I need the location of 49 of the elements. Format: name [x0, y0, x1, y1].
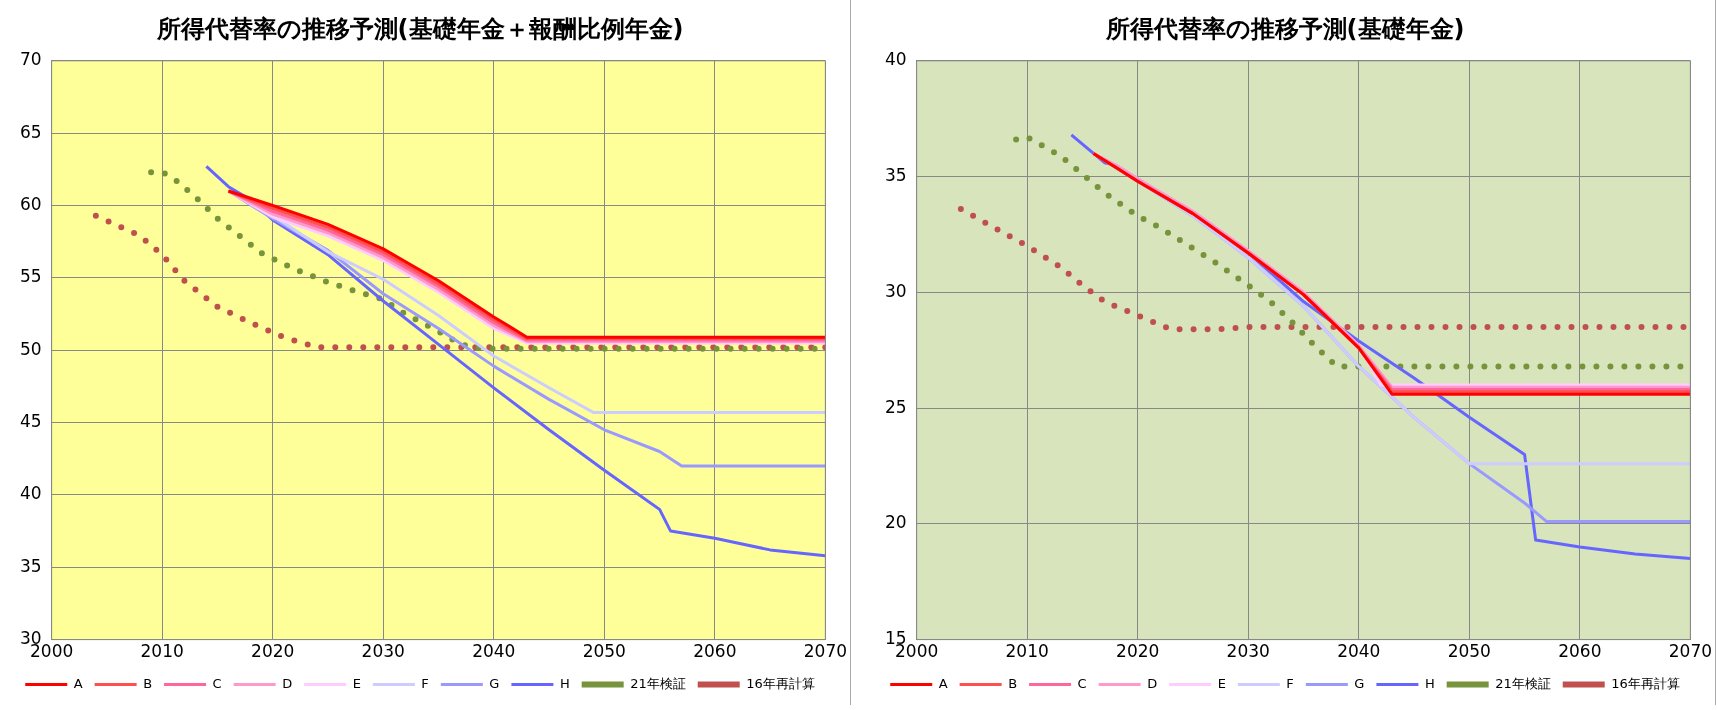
y-tick-label: 70 — [19, 49, 42, 70]
legend-label: C — [1077, 675, 1087, 691]
legend-label: D — [282, 675, 293, 691]
y-tick-label: 55 — [19, 266, 42, 287]
x-tick-label: 2070 — [803, 641, 847, 662]
chart-title: 所得代替率の推移予測(基礎年金＋報酬比例年金) — [155, 14, 684, 43]
legend-label: A — [938, 675, 948, 691]
x-tick-label: 2060 — [693, 641, 737, 662]
x-tick-label: 2070 — [1668, 641, 1712, 662]
y-tick-label: 30 — [884, 280, 907, 301]
x-tick-label: 2040 — [1337, 641, 1381, 662]
x-tick-label: 2010 — [140, 641, 184, 662]
y-tick-label: 20 — [884, 512, 907, 533]
x-tick-label: 2050 — [582, 641, 626, 662]
x-tick-label: 2040 — [472, 641, 516, 662]
y-tick-label: 60 — [19, 193, 42, 214]
x-tick-label: 2010 — [1005, 641, 1049, 662]
legend-label: 16年再計算 — [1611, 675, 1680, 691]
x-tick-label: 2020 — [251, 641, 295, 662]
legend-label: 16年再計算 — [746, 675, 815, 691]
legend-label: B — [143, 675, 153, 691]
legend-label: 21年検証 — [630, 675, 686, 691]
legend-label: F — [1286, 675, 1294, 691]
legend-label: 21年検証 — [1495, 675, 1551, 691]
legend-label: H — [1424, 675, 1435, 691]
y-tick-label: 25 — [884, 396, 907, 417]
x-tick-label: 2020 — [1116, 641, 1160, 662]
y-tick-label: 35 — [19, 555, 42, 576]
y-tick-label: 65 — [19, 121, 42, 142]
legend-label: G — [1354, 675, 1365, 691]
y-tick-label: 35 — [884, 164, 907, 185]
x-tick-label: 2030 — [1226, 641, 1270, 662]
y-tick-label: 50 — [19, 338, 42, 359]
x-tick-label: 2050 — [1447, 641, 1491, 662]
y-tick-label: 40 — [19, 483, 42, 504]
legend-label: E — [1217, 675, 1226, 691]
legend-label: H — [559, 675, 570, 691]
legend-label: G — [489, 675, 500, 691]
legend-label: D — [1147, 675, 1158, 691]
x-tick-label: 2030 — [361, 641, 405, 662]
legend-label: A — [73, 675, 83, 691]
x-tick-label: 2060 — [1558, 641, 1602, 662]
y-tick-label: 45 — [19, 410, 42, 431]
y-tick-label: 40 — [884, 49, 907, 70]
chart-title: 所得代替率の推移予測(基礎年金) — [1104, 14, 1465, 43]
legend-label: E — [352, 675, 361, 691]
legend-label: B — [1008, 675, 1018, 691]
legend-label: C — [212, 675, 222, 691]
legend-label: F — [421, 675, 429, 691]
